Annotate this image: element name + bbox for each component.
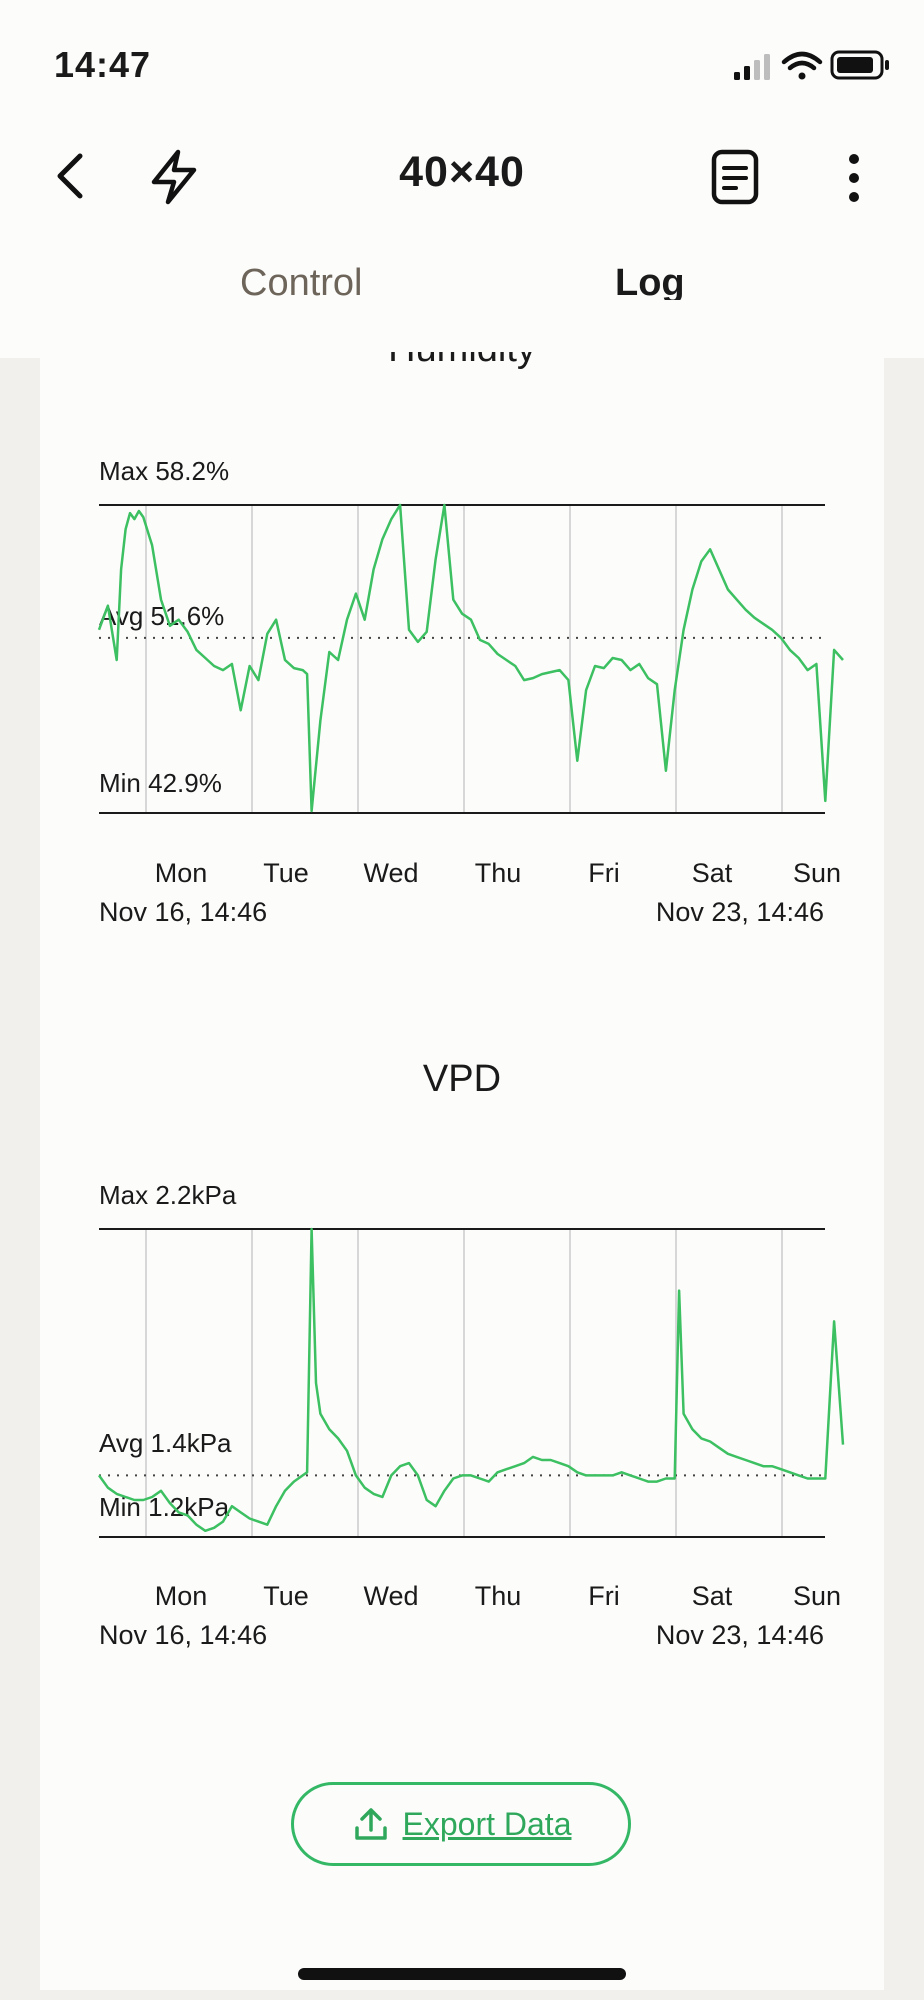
vpd-day-label-tue: Tue	[263, 1581, 309, 1611]
vpd-max-label: Max 2.2kPa	[99, 1180, 237, 1210]
humidity-day-label-fri: Fri	[588, 858, 620, 888]
humidity-day-label-tue: Tue	[263, 858, 309, 888]
battery-icon	[830, 50, 889, 80]
tab-log[interactable]: Log	[615, 262, 685, 304]
vpd-day-label-sun: Sun	[792, 1581, 842, 1611]
humidity-max-label: Max 58.2%	[99, 456, 230, 486]
vpd-series-line	[97, 1227, 845, 1533]
humidity-series-line	[97, 503, 844, 813]
lightning-bolt-icon[interactable]	[146, 148, 202, 206]
vpd-avg-label: Avg 1.4kPa	[99, 1428, 232, 1458]
humidity-day-label-sun: Sun	[792, 858, 842, 888]
humidity-start-date: Nov 16, 14:46	[99, 897, 268, 927]
vpd-chart-title: VPD	[422, 1058, 502, 1100]
back-chevron-left-icon[interactable]	[50, 150, 90, 202]
vpd-start-date: Nov 16, 14:46	[99, 1620, 268, 1650]
cellular-signal-icon	[734, 54, 770, 80]
vpd-day-label-fri: Fri	[588, 1581, 620, 1611]
vpd-day-label-wed: Wed	[363, 1581, 419, 1611]
vpd-day-label-sat: Sat	[691, 1581, 733, 1611]
home-indicator	[298, 1968, 626, 1980]
more-vertical-icon[interactable]	[844, 152, 864, 204]
tab-control[interactable]: Control	[240, 262, 363, 304]
export-data-button[interactable]: Export Data	[291, 1782, 631, 1866]
vpd-end-date: Nov 23, 14:46	[655, 1620, 824, 1650]
status-time: 14:47	[54, 44, 152, 85]
document-list-icon[interactable]	[710, 148, 760, 206]
status-icons	[734, 50, 889, 80]
humidity-chart-title: Humidity	[0, 352, 924, 370]
humidity-end-date: Nov 23, 14:46	[655, 897, 824, 927]
vpd-day-label-mon: Mon	[154, 1581, 208, 1611]
humidity-day-label-sat: Sat	[691, 858, 733, 888]
humidity-min-label: Min 42.9%	[99, 768, 222, 798]
humidity-day-label-mon: Mon	[154, 858, 208, 888]
page-title: 40×40	[399, 148, 525, 196]
upload-icon	[354, 1808, 387, 1840]
humidity-day-label-thu: Thu	[474, 858, 522, 888]
wifi-icon	[781, 51, 823, 80]
log-content-card	[40, 300, 884, 1990]
vpd-day-label-thu: Thu	[474, 1581, 522, 1611]
export-data-label: Export Data	[402, 1805, 572, 1842]
humidity-day-label-wed: Wed	[363, 858, 419, 888]
